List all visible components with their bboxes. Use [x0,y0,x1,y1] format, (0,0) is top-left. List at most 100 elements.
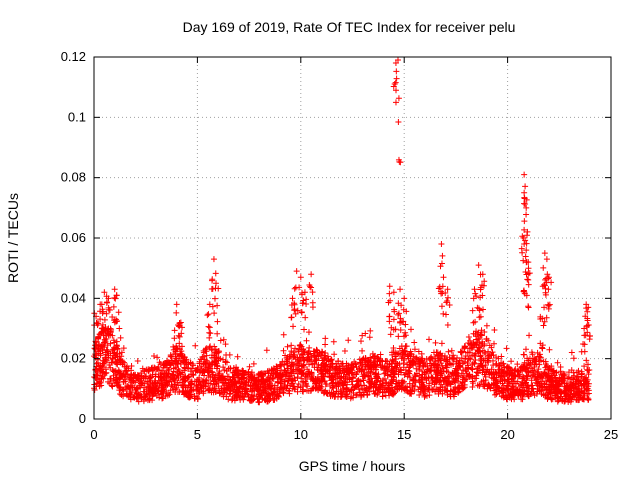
data-point [521,194,528,201]
data-point [546,346,553,353]
data-point [578,370,585,377]
data-point [482,357,489,364]
data-point [496,363,503,370]
data-point [393,355,400,362]
data-point [227,387,234,394]
data-point [245,369,252,376]
data-point [280,389,287,396]
data-point [193,367,200,374]
data-point [113,292,120,299]
data-point [303,381,310,388]
data-point [292,345,299,352]
data-point [294,388,301,395]
data-point [434,364,441,371]
data-point [485,337,492,344]
data-point [562,390,569,397]
data-point [179,351,186,358]
data-point [521,226,528,233]
data-point [299,369,306,376]
data-point [271,396,278,403]
data-point [220,336,227,343]
data-point [215,349,222,356]
data-point [444,388,451,395]
data-point [396,351,403,358]
data-point [501,364,508,371]
data-point [445,373,452,380]
data-point [288,359,295,366]
data-point [220,364,227,371]
data-point [493,386,500,393]
data-point [116,325,123,332]
data-point [424,363,431,370]
data-point [209,277,216,284]
data-point [370,353,377,360]
data-point [522,346,529,353]
data-point [185,364,192,371]
data-point [389,363,396,370]
data-point [479,271,486,278]
data-point [461,344,468,351]
data-point [145,385,152,392]
data-point [440,310,447,317]
data-point [572,385,579,392]
data-point [308,369,315,376]
data-point [319,355,326,362]
data-point [326,367,333,374]
data-point [206,301,213,308]
data-point [585,380,592,387]
data-point [541,250,548,257]
data-point [359,332,366,339]
data-point [395,311,402,318]
data-point [103,369,110,376]
data-point [180,373,187,380]
data-point [222,380,229,387]
data-point [288,380,295,387]
data-point [442,290,449,297]
data-point [489,357,496,364]
data-point [176,340,183,347]
data-point [390,83,397,90]
data-point [573,376,580,383]
data-point [548,279,555,286]
data-point [411,359,418,366]
data-point [111,286,118,293]
data-point [444,361,451,368]
data-point [154,354,161,361]
data-point [291,352,298,359]
data-point [322,381,329,388]
data-point [205,369,212,376]
data-point [120,393,127,400]
data-point [493,354,500,361]
data-point [141,388,148,395]
data-point [249,396,256,403]
data-point [504,376,511,383]
data-point [311,352,318,359]
data-point [544,395,551,402]
data-point [247,373,254,380]
data-point [546,301,553,308]
data-point [202,381,209,388]
data-point [475,262,482,269]
data-point [496,362,503,369]
data-point [542,289,549,296]
data-point [286,373,293,380]
data-point [372,362,379,369]
data-point [475,329,482,336]
data-point [344,374,351,381]
data-point [335,390,342,397]
data-point [331,351,338,358]
data-point [397,286,404,293]
data-point [256,394,263,401]
data-point [98,301,105,308]
data-point [103,346,110,353]
data-point [488,370,495,377]
data-point [303,337,310,344]
data-point [207,330,214,337]
data-point [223,352,230,359]
data-point [487,351,494,358]
data-point [303,301,310,308]
data-point [403,308,410,315]
data-point [395,95,402,102]
data-point [456,363,463,370]
